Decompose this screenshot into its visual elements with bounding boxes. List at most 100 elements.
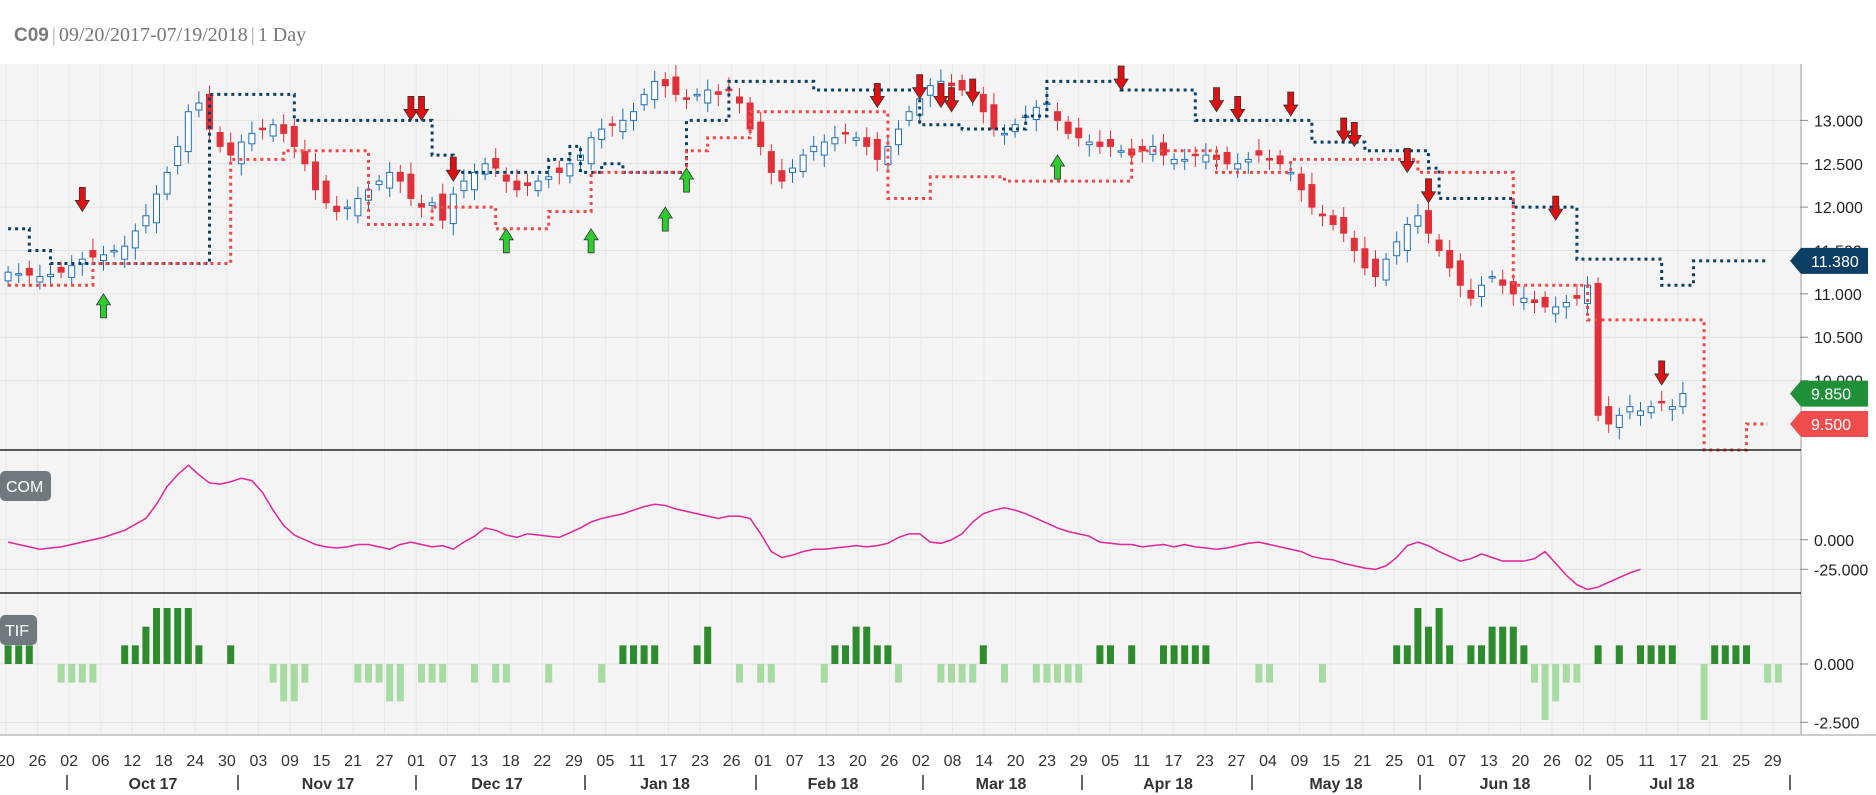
candle-body <box>1488 276 1496 279</box>
candle-body <box>1234 163 1242 170</box>
candle-body <box>1425 210 1432 234</box>
x-date-label: 20 <box>1007 753 1025 770</box>
x-date-label: 25 <box>1732 753 1750 770</box>
candle-body <box>322 180 330 204</box>
candle-body <box>799 154 807 173</box>
sell-signal-arrow <box>1420 178 1437 204</box>
com-panel[interactable] <box>7 464 1641 591</box>
candle-body <box>1562 302 1570 308</box>
tif-bar <box>1721 645 1729 664</box>
candle-body <box>948 82 955 87</box>
x-date-label: 02 <box>1575 753 1593 770</box>
x-date-label: 14 <box>975 753 993 770</box>
com-panel-label: COM <box>0 471 51 501</box>
candle-body <box>1478 284 1485 297</box>
candle-body <box>1403 223 1411 251</box>
candle-body <box>1244 158 1252 163</box>
grid-lines <box>0 64 1800 734</box>
tif-bar <box>640 645 648 664</box>
x-date-label: 05 <box>1606 753 1624 770</box>
candle-body <box>1605 406 1613 425</box>
x-date-label: 17 <box>1669 753 1687 770</box>
x-date-label: 01 <box>1417 753 1435 770</box>
candle-body <box>693 93 701 97</box>
sell-signal-arrow <box>1208 87 1225 113</box>
tif-bar <box>979 645 987 664</box>
x-date-label: 27 <box>1228 753 1246 770</box>
tif-bar <box>704 626 712 664</box>
price-tick-label: 12.000 <box>1814 200 1863 217</box>
tif-bar <box>15 645 23 664</box>
candle-body <box>513 180 521 191</box>
tif-bar <box>884 645 892 664</box>
candle-body <box>492 158 500 169</box>
tif-bar <box>1478 645 1485 664</box>
candle-body <box>1626 406 1634 413</box>
tif-bar <box>1181 645 1189 664</box>
candle-body <box>1319 213 1326 217</box>
x-date-label: 24 <box>186 753 204 770</box>
candle-body <box>545 176 553 180</box>
sell-signal-arrow <box>1653 360 1670 386</box>
x-date-label: 09 <box>281 753 299 770</box>
candle-body <box>1509 281 1517 295</box>
date-range-label: 09/20/2017-07/19/2018 <box>58 24 248 46</box>
candle-body <box>1276 155 1284 165</box>
price-badge <box>1790 380 1868 407</box>
price-panel[interactable] <box>4 65 1768 452</box>
tif-bar <box>1499 626 1507 664</box>
candle-body <box>926 85 934 96</box>
x-date-label: 01 <box>407 753 425 770</box>
tif-tick-label: 0.000 <box>1814 657 1854 674</box>
candle-body <box>587 137 595 165</box>
candle-body <box>1594 282 1602 416</box>
candle-body <box>1552 306 1560 315</box>
tif-bar <box>1054 664 1061 683</box>
lower-band-line <box>8 110 1768 452</box>
x-date-label: 27 <box>376 753 394 770</box>
sell-signal-arrow <box>1399 148 1416 174</box>
x-date-label: 20 <box>0 753 15 770</box>
tif-panel[interactable] <box>4 608 1782 720</box>
candle-body <box>1414 215 1422 227</box>
tif-bar <box>895 664 902 683</box>
candle-body <box>619 119 627 133</box>
x-date-label: 03 <box>250 753 268 770</box>
candle-body <box>1668 406 1676 410</box>
candle-body <box>863 137 871 147</box>
tif-bar <box>280 664 288 702</box>
candle-body <box>227 142 235 156</box>
candle-body <box>301 151 309 165</box>
candle-body <box>598 128 606 140</box>
tif-bar <box>948 664 955 683</box>
buy-signal-arrow <box>678 167 695 193</box>
tif-bar <box>736 664 743 683</box>
x-date-label: 17 <box>1164 753 1182 770</box>
tif-bar <box>842 645 849 664</box>
candle-body <box>343 206 351 210</box>
tif-bar <box>1637 645 1644 664</box>
candle-body <box>524 182 531 186</box>
tif-bar <box>1160 645 1167 664</box>
candle-body <box>375 180 383 186</box>
candle-body <box>57 266 65 273</box>
x-date-label: 05 <box>597 753 615 770</box>
candle-body <box>481 163 489 175</box>
tif-bar <box>68 664 76 683</box>
candle-body <box>1372 258 1379 278</box>
candle-body <box>333 205 341 212</box>
price-tick-label: 13.000 <box>1814 113 1863 130</box>
x-date-label: 07 <box>786 753 804 770</box>
candle-body <box>714 91 722 95</box>
candle-body <box>195 102 203 111</box>
candle-body <box>810 145 818 153</box>
tif-bar <box>1658 645 1666 664</box>
tif-bar <box>1509 626 1517 664</box>
candle-body <box>1329 215 1337 225</box>
tif-bar <box>354 664 362 683</box>
tif-bar <box>1001 664 1008 683</box>
candle-body <box>555 167 563 173</box>
tif-bar <box>767 664 775 683</box>
tif-bar <box>757 664 765 683</box>
